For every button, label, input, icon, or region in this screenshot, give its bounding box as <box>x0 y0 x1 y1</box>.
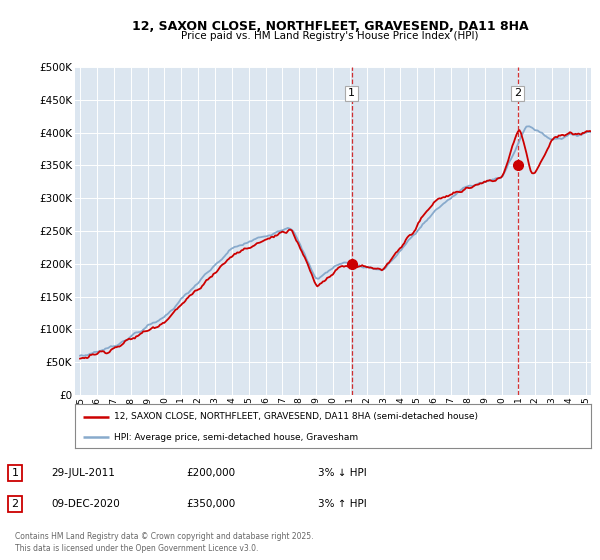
Text: Contains HM Land Registry data © Crown copyright and database right 2025.
This d: Contains HM Land Registry data © Crown c… <box>15 533 314 553</box>
Text: 3% ↓ HPI: 3% ↓ HPI <box>318 468 367 478</box>
Text: 12, SAXON CLOSE, NORTHFLEET, GRAVESEND, DA11 8HA (semi-detached house): 12, SAXON CLOSE, NORTHFLEET, GRAVESEND, … <box>114 412 478 421</box>
Text: £350,000: £350,000 <box>186 499 235 509</box>
Text: 29-JUL-2011: 29-JUL-2011 <box>51 468 115 478</box>
Text: HPI: Average price, semi-detached house, Gravesham: HPI: Average price, semi-detached house,… <box>114 432 358 442</box>
Text: 3% ↑ HPI: 3% ↑ HPI <box>318 499 367 509</box>
Text: Price paid vs. HM Land Registry's House Price Index (HPI): Price paid vs. HM Land Registry's House … <box>181 31 479 41</box>
Text: £200,000: £200,000 <box>186 468 235 478</box>
Text: 2: 2 <box>514 88 521 99</box>
Text: 12, SAXON CLOSE, NORTHFLEET, GRAVESEND, DA11 8HA: 12, SAXON CLOSE, NORTHFLEET, GRAVESEND, … <box>131 20 529 32</box>
Text: 2: 2 <box>11 499 19 509</box>
Text: 09-DEC-2020: 09-DEC-2020 <box>51 499 120 509</box>
Text: 1: 1 <box>348 88 355 99</box>
Text: 1: 1 <box>11 468 19 478</box>
